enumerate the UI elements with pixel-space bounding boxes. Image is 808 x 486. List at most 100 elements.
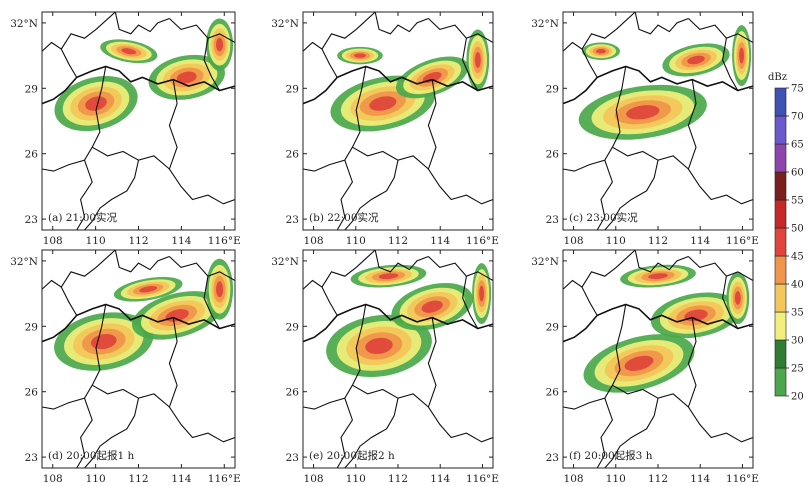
echo-contour bbox=[85, 96, 107, 111]
lon-tick-label: 112 bbox=[388, 235, 408, 247]
boundary-line bbox=[336, 398, 354, 468]
map-panel-2: 108 110 112 114 116°E 32°N 29 26 23 (b) 22:00实况 bbox=[271, 11, 499, 247]
lon-tick-label: 114 bbox=[430, 473, 450, 485]
boundary-line bbox=[303, 250, 376, 290]
echo-contour bbox=[421, 300, 443, 313]
boundary-line bbox=[84, 160, 140, 230]
lon-tick-label: 114 bbox=[171, 235, 191, 247]
radar-echo-field bbox=[54, 258, 234, 371]
boundary-line bbox=[203, 276, 221, 329]
echo-contour bbox=[216, 37, 224, 52]
echo-contour bbox=[596, 48, 606, 54]
boundary-line bbox=[60, 48, 78, 78]
lon-tick-label: 114 bbox=[690, 235, 710, 247]
boundary-line bbox=[114, 12, 170, 35]
echo-contour bbox=[139, 286, 158, 293]
lon-tick-label: 114 bbox=[171, 473, 191, 485]
lon-tick-label: 110 bbox=[346, 473, 366, 485]
boundary-line bbox=[596, 160, 614, 230]
colorbar-swatch bbox=[774, 227, 787, 257]
boundary-line bbox=[91, 384, 170, 408]
boundary-line bbox=[203, 38, 221, 91]
colorbar-ticks: 20 25 30 35 40 45 50 55 60 65 70 75 bbox=[786, 84, 804, 403]
lat-tick-label: 32°N bbox=[10, 18, 38, 30]
colorbar-swatch bbox=[774, 171, 787, 201]
boundary-line bbox=[374, 250, 429, 273]
map-plot-area bbox=[303, 250, 493, 468]
map-panel-6: 108 110 112 114 116°E 32°N 29 26 23 (f) 20:00起报3 … bbox=[531, 249, 759, 485]
lat-tick-label: 29 bbox=[25, 321, 38, 333]
province-boundaries bbox=[42, 12, 235, 230]
boundary-line bbox=[604, 398, 659, 468]
panel-label: (f) 20:00起报3 h bbox=[569, 449, 653, 462]
lon-tick-label: 108 bbox=[43, 235, 63, 247]
province-boundaries bbox=[303, 12, 493, 230]
colorbar-tick-label: 65 bbox=[791, 140, 804, 151]
lat-tick-label: 29 bbox=[25, 83, 38, 95]
boundary-line bbox=[321, 48, 338, 78]
echo-contour bbox=[479, 285, 485, 302]
lat-tick-label: 23 bbox=[286, 452, 299, 464]
lon-tick-label: 108 bbox=[564, 235, 584, 247]
boundary-line bbox=[688, 18, 753, 43]
panel-label: (d) 20:00起报1 h bbox=[48, 449, 135, 462]
lon-tick-label: 108 bbox=[304, 235, 324, 247]
boundary-line bbox=[91, 146, 170, 170]
province-boundaries bbox=[563, 250, 753, 468]
lat-tick-label: 23 bbox=[25, 214, 38, 226]
boundary-line bbox=[462, 38, 479, 91]
boundary-line bbox=[596, 398, 614, 468]
map-panel-1: 108 110 112 114 116°E 32°N 29 26 23 (a) 21:00实况 bbox=[10, 11, 241, 247]
boundary-line bbox=[42, 250, 116, 290]
colorbar-tick-label: 20 bbox=[791, 392, 804, 403]
boundary-line bbox=[563, 250, 636, 290]
boundary-line bbox=[722, 276, 739, 329]
lon-tick-label: 116°E bbox=[208, 473, 241, 485]
colorbar-swatch bbox=[774, 115, 787, 145]
colorbar-tick-label: 55 bbox=[791, 196, 804, 207]
lon-tick-label: 110 bbox=[86, 235, 106, 247]
echo-contour bbox=[216, 281, 224, 298]
lat-tick-label: 26 bbox=[286, 387, 300, 399]
boundary-line bbox=[581, 286, 598, 316]
colorbar-swatch bbox=[774, 311, 787, 341]
map-plot-area bbox=[42, 12, 235, 230]
lon-tick-label: 114 bbox=[690, 473, 710, 485]
radar-echo-field bbox=[326, 263, 492, 378]
lon-tick-label: 108 bbox=[564, 473, 584, 485]
radar-echo-field bbox=[578, 25, 752, 140]
panel-label: (a) 21:00实况 bbox=[48, 211, 118, 224]
boundary-line bbox=[169, 18, 235, 43]
boundary-line bbox=[427, 317, 493, 443]
boundary-line bbox=[428, 18, 493, 43]
boundary-line bbox=[76, 160, 93, 230]
boundary-line bbox=[352, 146, 429, 170]
boundary-line bbox=[321, 286, 338, 316]
province-boundaries bbox=[303, 250, 493, 468]
lon-tick-label: 110 bbox=[346, 235, 366, 247]
lon-tick-label: 114 bbox=[430, 235, 450, 247]
colorbar-swatches bbox=[774, 87, 787, 397]
colorbar-tick-label: 60 bbox=[791, 168, 804, 179]
echo-contour bbox=[648, 273, 668, 280]
boundary-line bbox=[303, 65, 493, 105]
colorbar-tick-label: 30 bbox=[791, 336, 804, 347]
lon-tick-label: 110 bbox=[606, 473, 626, 485]
colorbar-tick-label: 35 bbox=[791, 308, 804, 319]
lat-tick-label: 23 bbox=[25, 452, 38, 464]
boundary-line bbox=[634, 12, 689, 35]
lat-tick-label: 23 bbox=[286, 214, 299, 226]
boundary-line bbox=[42, 12, 116, 52]
colorbar-swatch bbox=[774, 339, 787, 369]
lon-tick-label: 112 bbox=[128, 235, 148, 247]
colorbar-title: dBz bbox=[768, 72, 787, 83]
boundary-line bbox=[352, 384, 429, 408]
boundary-line bbox=[688, 256, 753, 281]
lon-tick-label: 112 bbox=[648, 473, 668, 485]
map-plot-area bbox=[563, 250, 753, 468]
boundary-line bbox=[563, 303, 753, 343]
colorbar-swatch bbox=[774, 87, 787, 117]
boundary-line bbox=[612, 384, 689, 408]
lon-tick-label: 112 bbox=[388, 473, 408, 485]
